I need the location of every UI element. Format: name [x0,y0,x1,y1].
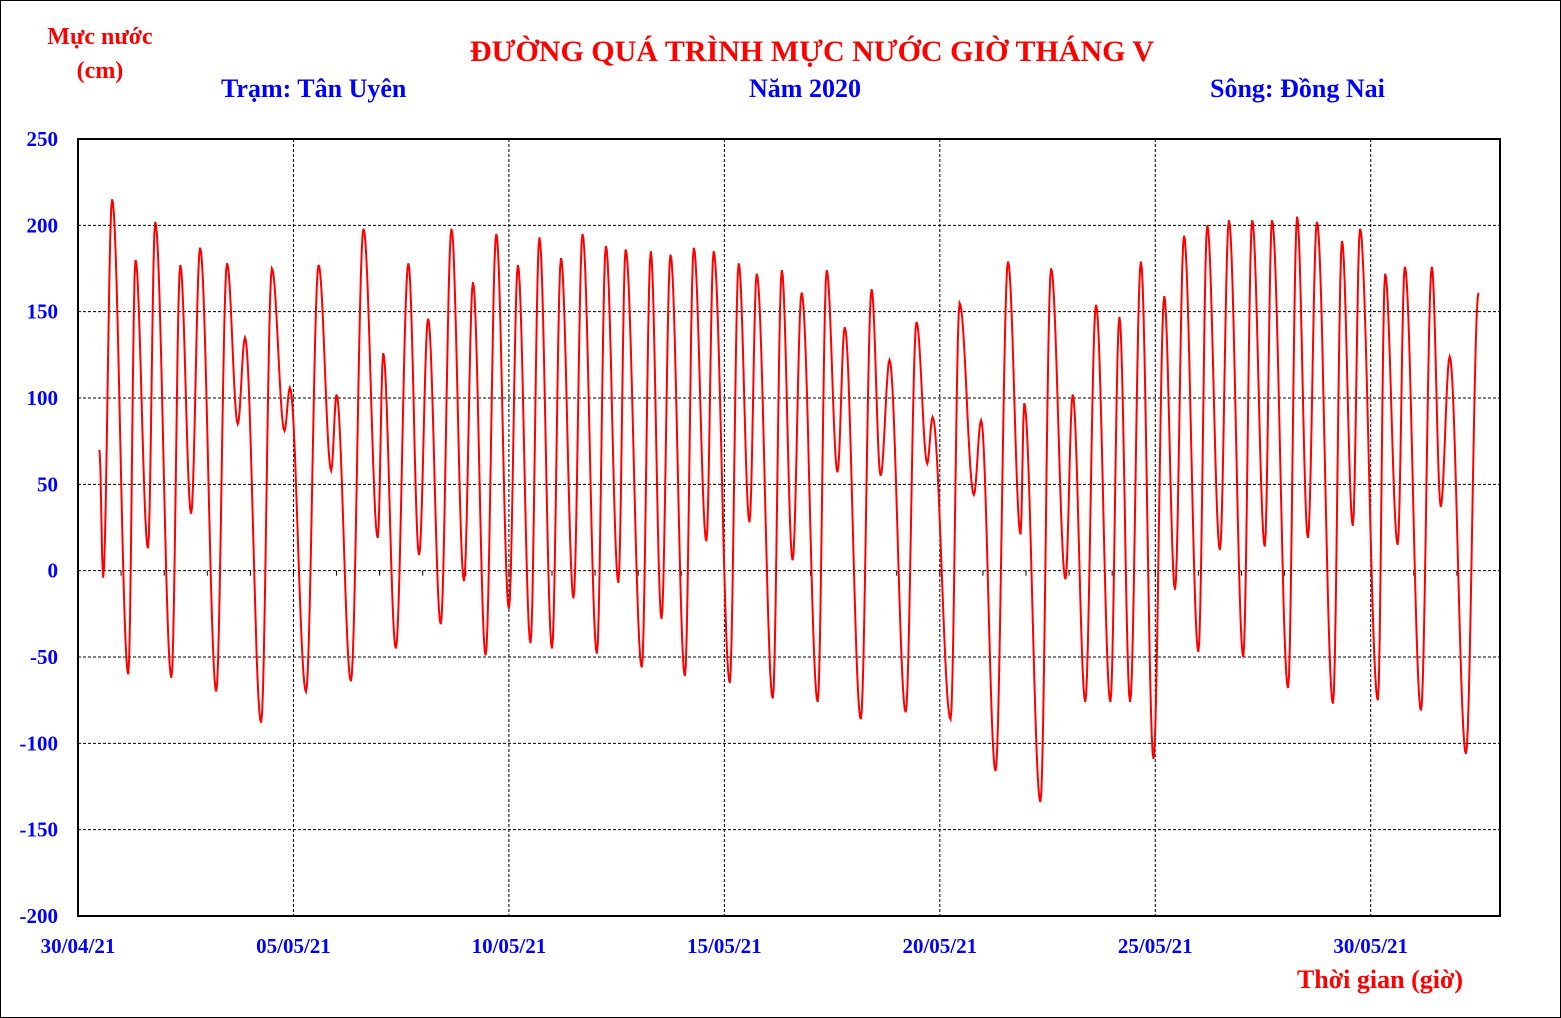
y-tick-label: 150 [27,300,59,324]
y-tick-label: -50 [30,645,58,669]
x-tick-label: 20/05/21 [902,934,977,958]
y-tick-label: 200 [27,213,59,237]
y-axis-label-line1: Mực nước [47,24,153,50]
water-level-line [98,199,1480,803]
y-axis: 250 200 150 100 50 0 -50 -100 -150 -200 [20,127,59,928]
y-tick-label: -100 [20,731,59,755]
y-tick-label: 0 [48,559,59,583]
x-tick-label: 05/05/21 [256,934,331,958]
y-axis-label-line2: (cm) [77,58,124,84]
x-axis: 30/04/21 05/05/21 10/05/21 15/05/21 20/05/21… [41,570,1458,958]
x-tick-label: 30/04/21 [41,934,116,958]
y-tick-label: 250 [27,127,59,151]
x-tick-label: 25/05/21 [1118,934,1193,958]
plot-area-border [77,138,1501,917]
y-tick-label: 50 [37,472,58,496]
x-tick-label: 30/05/21 [1333,934,1408,958]
station-label: Trạm: Tân Uyên [221,74,407,103]
x-tick-label: 10/05/21 [472,934,547,958]
chart-title: ĐƯỜNG QUÁ TRÌNH MỰC NƯỚC GIỜ THÁNG V [470,35,1155,68]
x-tick-label: 15/05/21 [687,934,762,958]
year-label: Năm 2020 [749,74,861,103]
y-tick-label: -200 [20,904,59,928]
river-label: Sông: Đồng Nai [1210,74,1385,103]
y-tick-label: 100 [27,386,59,410]
x-axis-label: Thời gian (giờ) [1297,965,1463,994]
y-tick-label: -150 [20,818,59,842]
